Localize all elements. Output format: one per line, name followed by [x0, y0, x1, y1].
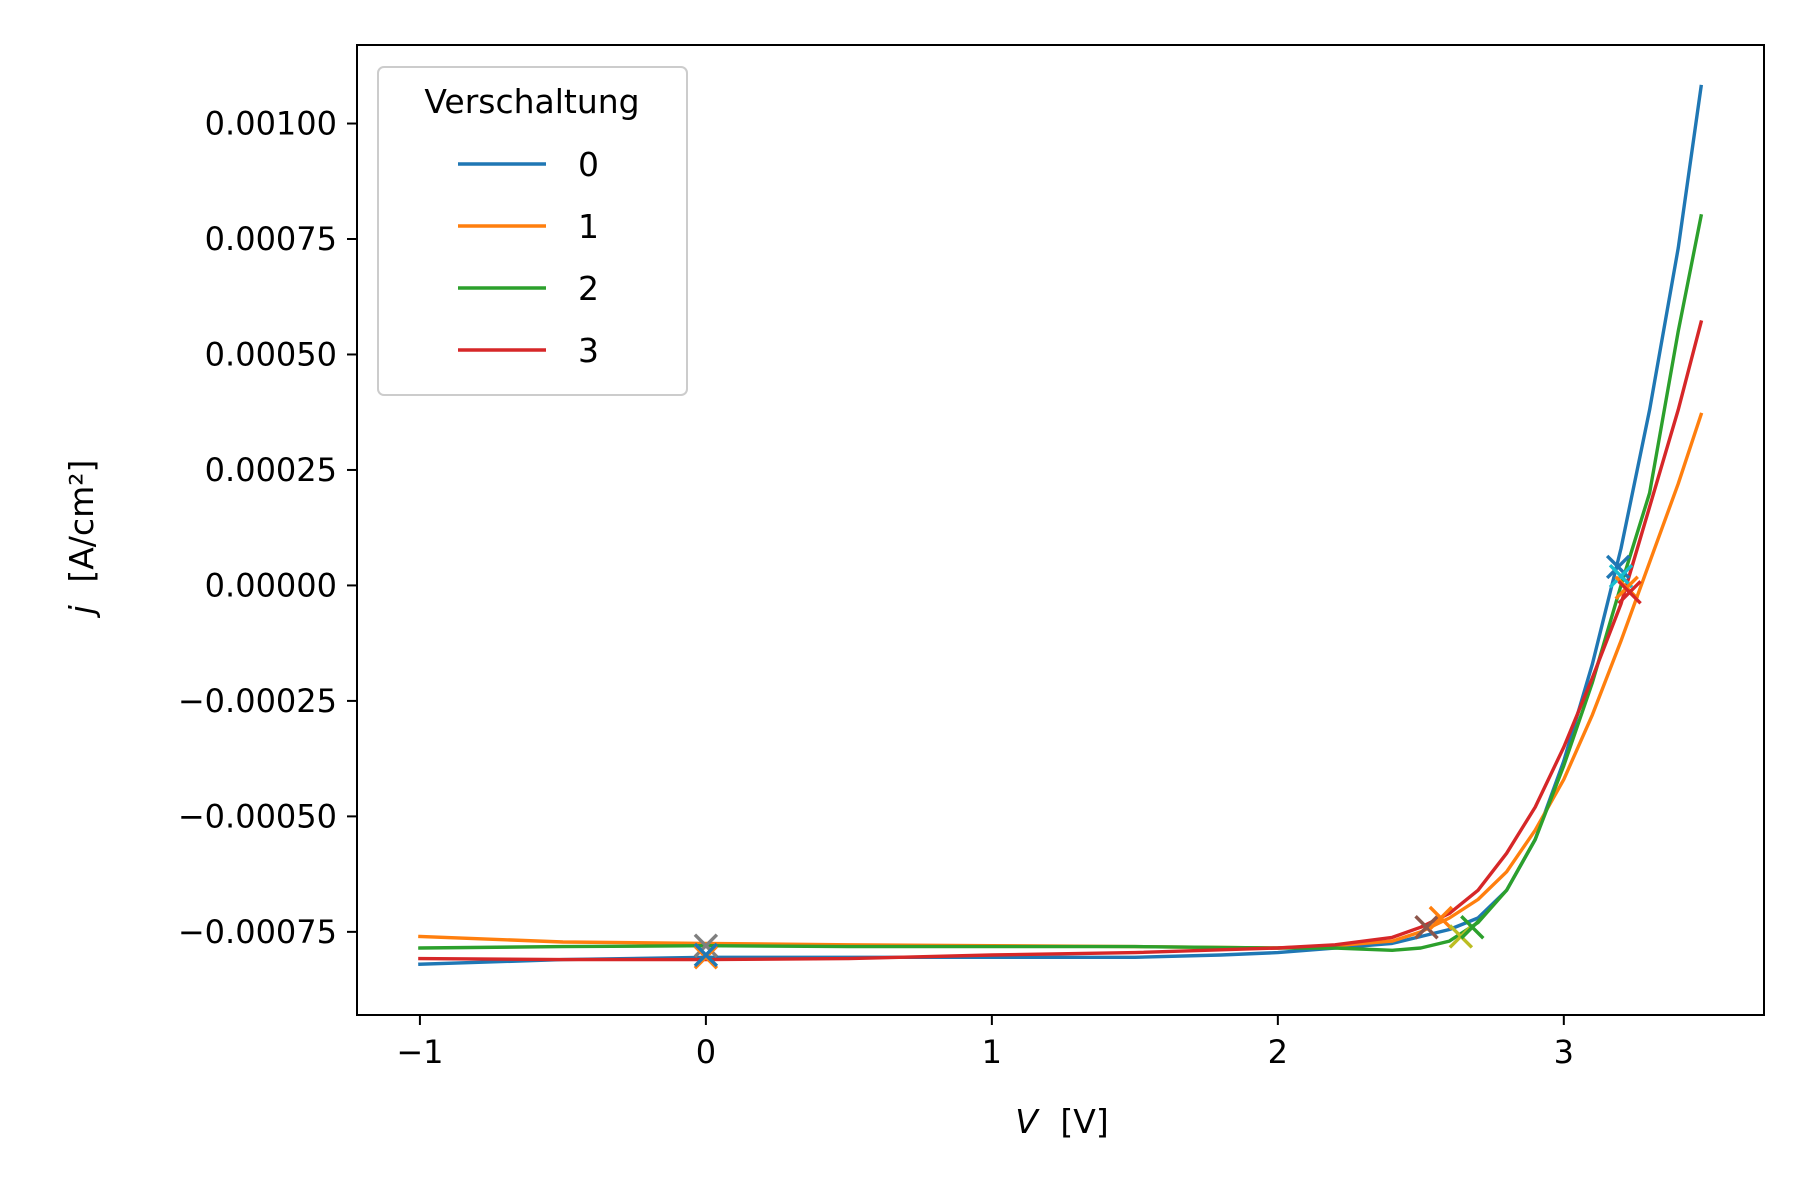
marker-x-3: [1414, 915, 1439, 940]
marker-x-8: [1608, 563, 1634, 589]
legend: Verschaltung 0 1 2 3: [377, 66, 688, 396]
series-group: [418, 84, 1704, 970]
x-tick-label: 3: [1554, 1033, 1574, 1071]
marker-stroke: [693, 942, 719, 968]
marker-x-4: [1428, 905, 1454, 931]
y-axis-label-symbol: j: [62, 604, 101, 618]
axes: −1 0 1 2 3 0.00100 0.00075 0.00050 0.00025 0.0000…: [178, 44, 1765, 1071]
legend-label-2: 2: [578, 269, 599, 308]
legend-frame: [377, 66, 688, 396]
marker-stroke: [1605, 554, 1631, 580]
y-tick-label: 0.00050: [205, 335, 337, 373]
marker-stroke: [1460, 915, 1485, 940]
marker-x-2: [693, 942, 719, 968]
marker-stroke: [1414, 915, 1439, 940]
x-axis-label-unit: [V]: [1060, 1102, 1108, 1141]
y-tick-label: 0.00000: [205, 566, 337, 604]
marker-stroke: [693, 933, 719, 958]
marker-x-6: [1460, 915, 1485, 940]
marker-x-7: [1605, 554, 1631, 580]
legend-label-1: 1: [578, 207, 599, 246]
x-tick-label: −1: [396, 1033, 443, 1071]
y-tick-label: 0.00075: [205, 220, 337, 258]
y-axis-label-unit: [A/cm²]: [62, 460, 101, 583]
y-tick-label: 0.00025: [205, 451, 337, 489]
x-tick-label: 2: [1268, 1033, 1288, 1071]
x-tick-label: 1: [982, 1033, 1002, 1071]
marker-x-10: [1617, 580, 1642, 605]
marker-x-0: [693, 933, 719, 958]
legend-title: Verschaltung: [424, 82, 639, 121]
x-axis-label: V [V]: [1015, 1102, 1108, 1141]
marker-stroke: [1608, 563, 1634, 589]
series-line-2: [418, 213, 1704, 952]
y-tick-label: −0.00025: [178, 682, 337, 720]
y-tick-label: −0.00075: [178, 913, 337, 951]
legend-label-0: 0: [578, 145, 599, 184]
marker-stroke: [1428, 905, 1454, 931]
y-axis-label: j [A/cm²]: [62, 460, 101, 619]
legend-label-3: 3: [578, 331, 599, 370]
y-tick-label: 0.00100: [205, 105, 337, 143]
y-tick-label: −0.00050: [178, 797, 337, 835]
axes-frame: [356, 44, 1765, 1016]
x-axis-label-symbol: V: [1015, 1102, 1040, 1141]
x-tick-label: 0: [696, 1033, 716, 1071]
marker-stroke: [1617, 580, 1642, 605]
